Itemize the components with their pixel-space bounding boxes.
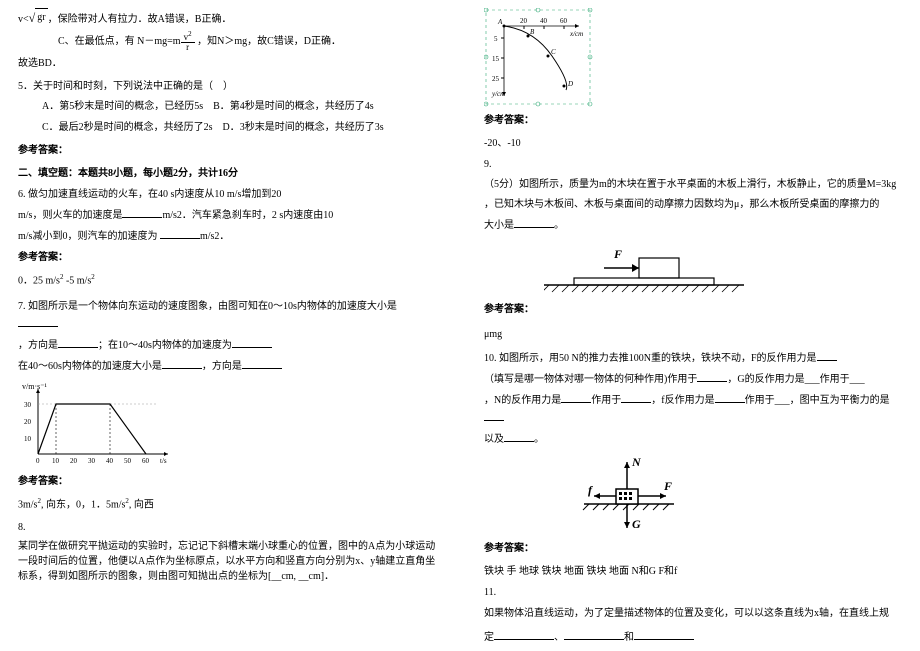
- q8a: 某同学在做研究平抛运动的实验时，忘记记下斜槽末端小球重心的位置，图中的A点为小球…: [18, 539, 436, 584]
- svg-text:B: B: [530, 28, 535, 36]
- sol-line1: v<√gr，保险带对人有拉力．故A错误，B正确．: [18, 8, 436, 28]
- q7d: 在40～60s内物体的加速度大小是，方向是: [18, 357, 436, 375]
- svg-text:40: 40: [106, 457, 114, 465]
- q10h: 以及。: [484, 430, 902, 448]
- q5a: A．第5秒末是时间的概念，已经历5s B．第4秒是时间的概念，共经历了4s: [18, 98, 436, 115]
- svg-text:0: 0: [36, 457, 40, 465]
- a10: 铁块 手 地球 铁块 地面 铁块 地面 N和G F和f: [484, 563, 902, 580]
- svg-text:t/s: t/s: [160, 457, 167, 465]
- q10-figure: N F f G: [574, 454, 902, 534]
- ans-label: 参考答案：: [18, 142, 436, 159]
- q6a: 6. 做匀加速直线运动的火车，在40 s内速度从10 m/s增加到20: [18, 186, 436, 203]
- blank: [122, 206, 162, 218]
- svg-text:A: A: [497, 18, 503, 26]
- q9a: （5分）如图所示，质量为m的木块在置于水平桌面的木板上滑行，木板静止，它的质量M…: [484, 176, 902, 193]
- svg-text:40: 40: [540, 17, 548, 25]
- svg-text:G: G: [632, 517, 641, 531]
- svg-text:y/cm: y/cm: [491, 90, 505, 98]
- q6d: m/s减小到0，则汽车的加速度为 m/s2．: [18, 227, 436, 245]
- q10a: 10. 如图所示，用50 N的推力去推100N重的铁块，铁块不动，F的反作用力是: [484, 349, 902, 367]
- frac: v2r: [181, 31, 195, 52]
- txt: ，知N＞mg，故C错误，D正确．: [197, 36, 341, 47]
- svg-text:60: 60: [142, 457, 150, 465]
- svg-text:D: D: [567, 80, 573, 88]
- blank: [160, 227, 200, 239]
- q7a: 7. 如图所示是一个物体向东运动的速度图象，由图可知在0～10s内物体的加速度大…: [18, 298, 436, 333]
- sqrt-gr: √gr: [29, 8, 48, 28]
- svg-text:F: F: [613, 247, 622, 261]
- ans-label: 参考答案：: [484, 540, 902, 557]
- txt: v<: [18, 14, 29, 25]
- q10d: ，N的反作用力是作用于，f反作用力是作用于___，图中互为平衡力的是: [484, 391, 902, 427]
- sol-line2: C、在最低点，有 N－mg=mv2r ，知N＞mg，故C错误，D正确．: [18, 31, 436, 52]
- q7-ans: 3m/s2, 向东，0，1．5m/s2, 向西: [18, 496, 436, 513]
- q11a: 如果物体沿直线运动，为了定量描述物体的位置及变化，可以以这条直线为x轴，在直线上…: [484, 605, 902, 622]
- q11b: 定、和: [484, 628, 902, 646]
- ans-label: 参考答案：: [484, 301, 902, 318]
- svg-text:F: F: [663, 479, 672, 493]
- q8: 8.: [18, 519, 436, 536]
- q9b: ，已知木块与木板间、木板与桌面间的动摩擦力因数均为μ，那么木板所受桌面的摩擦力的: [484, 196, 902, 213]
- q10b: （填写是哪一物体对哪一物体的何种作用)作用于，G的反作用力是___作用于___: [484, 370, 902, 388]
- txt: C、在最低点，有: [58, 36, 135, 47]
- left-column: v<√gr，保险带对人有拉力．故A错误，B正确． C、在最低点，有 N－mg=m…: [0, 0, 460, 651]
- svg-text:10: 10: [52, 457, 60, 465]
- right-column: 20 40 60 5 15 25 x/cm y/cm A B C D 参考答案：…: [460, 0, 920, 651]
- svg-text:60: 60: [560, 17, 568, 25]
- q5c: C．最后2秒是时间的概念，共经历了2s D．3秒末是时间的概念，共经历了3s: [18, 119, 436, 136]
- q9-figure: F: [544, 240, 902, 295]
- svg-text:20: 20: [520, 17, 528, 25]
- svg-text:15: 15: [492, 55, 500, 63]
- q8-figure: 20 40 60 5 15 25 x/cm y/cm A B C D: [484, 8, 902, 108]
- q9c: 大小是。: [484, 216, 902, 234]
- q9: 9.: [484, 156, 902, 173]
- svg-text:20: 20: [70, 457, 78, 465]
- svg-text:10: 10: [24, 435, 32, 443]
- a9: μmg: [484, 326, 902, 343]
- ans-label: 参考答案：: [18, 249, 436, 266]
- q7-chart: v/m·s⁻¹ 30 20 10 0 10 20 30 40 50 60 t/s: [18, 379, 436, 469]
- svg-text:20: 20: [24, 418, 32, 426]
- q5: 5．关于时间和时刻，下列说法中正确的是（ ）: [18, 78, 436, 95]
- svg-text:5: 5: [494, 35, 498, 43]
- a8: -20、-10: [484, 135, 902, 152]
- svg-text:v/m·s⁻¹: v/m·s⁻¹: [22, 382, 47, 391]
- svg-text:C: C: [551, 48, 556, 56]
- svg-text:f: f: [588, 483, 593, 497]
- ans-label: 参考答案：: [18, 473, 436, 490]
- q6b: m/s，则火车的加速度是m/s2．汽车紧急刹车时，2 s内速度由10: [18, 206, 436, 224]
- txt: ，保险带对人有拉力．故A错误，B正确．: [48, 14, 232, 25]
- ans-label: 参考答案：: [484, 112, 902, 129]
- q6-ans: 0．25 m/s2 -5 m/s2: [18, 272, 436, 289]
- eq: N－mg=m: [137, 36, 180, 47]
- section2: 二、填空题：本题共8小题，每小题2分，共计16分: [18, 165, 436, 182]
- svg-text:30: 30: [24, 401, 32, 409]
- svg-text:x/cm: x/cm: [569, 30, 583, 38]
- q7b: ，方向是；在10～40s内物体的加速度为: [18, 336, 436, 354]
- svg-text:N: N: [631, 455, 642, 469]
- svg-text:25: 25: [492, 75, 500, 83]
- sol-line3: 故选BD．: [18, 55, 436, 72]
- q11: 11.: [484, 584, 902, 601]
- svg-text:50: 50: [124, 457, 132, 465]
- svg-text:30: 30: [88, 457, 96, 465]
